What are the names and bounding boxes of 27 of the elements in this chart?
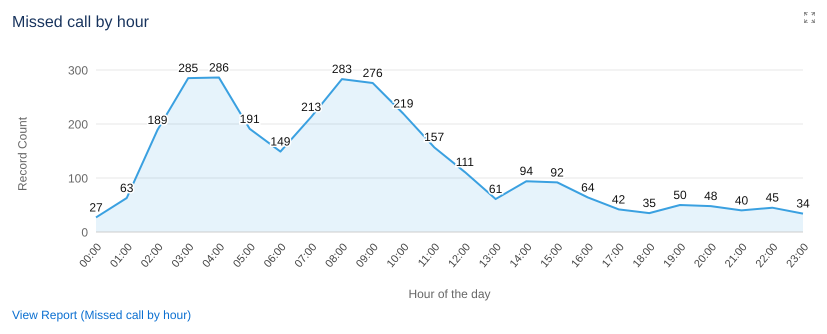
x-axis-title: Hour of the day [408, 287, 491, 301]
y-axis-title: Record Count [15, 116, 30, 191]
data-label: 276 [362, 66, 383, 80]
data-label: 64 [581, 180, 595, 194]
data-label: 92 [550, 165, 564, 180]
data-label: 111 [456, 155, 474, 170]
data-label: 219 [393, 96, 414, 111]
data-label: 40 [734, 193, 749, 208]
data-label: 285 [178, 61, 199, 76]
data-label: 50 [673, 188, 688, 202]
data-label: 48 [704, 189, 718, 204]
y-tick-label: 0 [81, 225, 88, 240]
data-label: 45 [766, 190, 780, 205]
data-label: 35 [642, 196, 656, 210]
data-label: 94 [520, 164, 534, 178]
data-label: 42 [612, 192, 626, 206]
data-label: 61 [488, 182, 503, 196]
y-tick-label: 200 [68, 117, 88, 132]
y-tick-label: 100 [68, 171, 88, 186]
data-label: 283 [332, 62, 352, 76]
text: View Report (Missed call by hour) [12, 308, 192, 322]
data-label: 157 [424, 130, 444, 144]
data-label: 27 [89, 200, 103, 214]
y-tick-label: 300 [68, 63, 88, 78]
chart-title: Missed call by hour [12, 14, 149, 32]
data-label: 286 [208, 60, 230, 75]
data-label: 34 [796, 196, 810, 211]
